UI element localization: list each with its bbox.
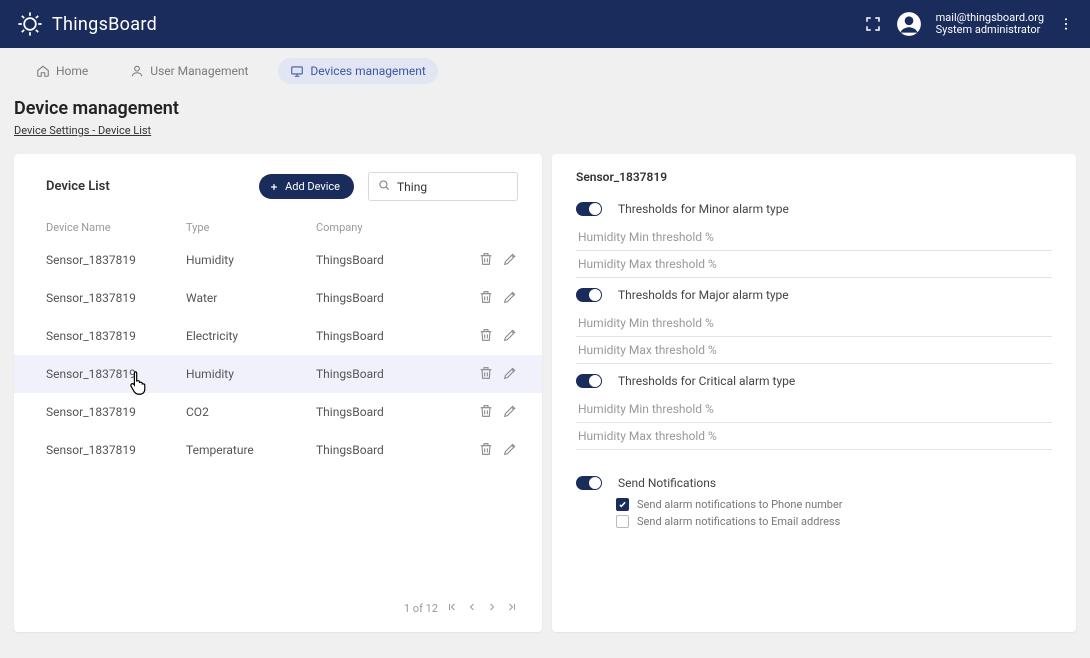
edit-icon[interactable]	[502, 441, 518, 460]
cell-name: Sensor_1837819	[46, 329, 186, 343]
pager-next-icon[interactable]	[486, 601, 498, 616]
notifications-label: Send Notifications	[618, 476, 716, 490]
search-input[interactable]	[397, 180, 509, 194]
delete-icon[interactable]	[478, 327, 494, 346]
min-threshold-input[interactable]	[576, 224, 1052, 251]
device-detail-card: Sensor_1837819 Thresholds for Minor alar…	[552, 154, 1076, 632]
top-bar: ThingsBoard mail@thingsboard.org System …	[0, 0, 1090, 48]
toggle-threshold-1[interactable]	[576, 288, 602, 302]
table-row[interactable]: Sensor_1837819HumidityThingsBoard	[14, 241, 542, 279]
cell-name: Sensor_1837819	[46, 405, 186, 419]
delete-icon[interactable]	[478, 289, 494, 308]
toggle-notifications[interactable]	[576, 476, 602, 490]
min-threshold-input[interactable]	[576, 396, 1052, 423]
search-wrap[interactable]	[368, 172, 518, 201]
tab-devices-management[interactable]: Devices management	[278, 58, 437, 84]
delete-icon[interactable]	[478, 251, 494, 270]
more-icon[interactable]	[1058, 16, 1074, 32]
delete-icon[interactable]	[478, 441, 494, 460]
cell-type: Humidity	[186, 253, 316, 267]
max-threshold-input[interactable]	[576, 423, 1052, 450]
pager-last-icon[interactable]	[506, 601, 518, 616]
search-icon	[377, 177, 391, 196]
pager-first-icon[interactable]	[446, 601, 458, 616]
device-list-title: Device List	[46, 179, 110, 194]
threshold-label: Thresholds for Minor alarm type	[618, 202, 789, 216]
cell-company: ThingsBoard	[316, 291, 466, 305]
edit-icon[interactable]	[502, 251, 518, 270]
edit-icon[interactable]	[502, 327, 518, 346]
tab-home[interactable]: Home	[24, 58, 100, 84]
col-type: Type	[186, 221, 316, 234]
toggle-threshold-0[interactable]	[576, 202, 602, 216]
table-row[interactable]: Sensor_1837819HumidityThingsBoard	[14, 355, 542, 393]
cell-type: Temperature	[186, 443, 316, 457]
add-device-button[interactable]: Add Device	[259, 174, 354, 199]
threshold-label: Thresholds for Major alarm type	[618, 288, 789, 302]
user-block[interactable]: mail@thingsboard.org System administrato…	[936, 12, 1044, 36]
device-list-card: Device List Add Device Device Name Type …	[14, 154, 542, 632]
logo-area: ThingsBoard	[16, 10, 157, 38]
tab-devices-label: Devices management	[310, 64, 425, 78]
max-threshold-input[interactable]	[576, 251, 1052, 278]
tab-bar: Home User Management Devices management	[0, 48, 1090, 84]
cell-company: ThingsBoard	[316, 405, 466, 419]
add-device-label: Add Device	[285, 180, 340, 193]
tab-user-management[interactable]: User Management	[118, 58, 260, 84]
delete-icon[interactable]	[478, 365, 494, 384]
content-area: Device List Add Device Device Name Type …	[0, 144, 1090, 642]
cell-name: Sensor_1837819	[46, 253, 186, 267]
tab-home-label: Home	[56, 64, 88, 78]
checkbox-phone[interactable]	[616, 498, 629, 511]
delete-icon[interactable]	[478, 403, 494, 422]
detail-title: Sensor_1837819	[576, 170, 1052, 184]
edit-icon[interactable]	[502, 403, 518, 422]
breadcrumb[interactable]: Device Settings - Device List	[14, 124, 151, 137]
cell-name: Sensor_1837819	[46, 443, 186, 457]
app-title: ThingsBoard	[52, 14, 157, 35]
checkbox-email-label: Send alarm notifications to Email addres…	[637, 515, 840, 528]
page-title: Device management	[14, 98, 1066, 119]
device-table: Device Name Type Company Sensor_1837819H…	[14, 213, 542, 469]
topbar-right: mail@thingsboard.org System administrato…	[864, 11, 1074, 37]
table-row[interactable]: Sensor_1837819WaterThingsBoard	[14, 279, 542, 317]
checkbox-phone-label: Send alarm notifications to Phone number	[637, 498, 843, 511]
app-logo-icon	[16, 10, 44, 38]
avatar-icon[interactable]	[896, 11, 922, 37]
cell-company: ThingsBoard	[316, 253, 466, 267]
pager: 1 of 12	[14, 591, 542, 622]
cell-company: ThingsBoard	[316, 443, 466, 457]
user-role: System administrator	[936, 24, 1044, 36]
cell-company: ThingsBoard	[316, 367, 466, 381]
min-threshold-input[interactable]	[576, 310, 1052, 337]
max-threshold-input[interactable]	[576, 337, 1052, 364]
table-row[interactable]: Sensor_1837819TemperatureThingsBoard	[14, 431, 542, 469]
checkbox-email[interactable]	[616, 515, 629, 528]
toggle-threshold-2[interactable]	[576, 374, 602, 388]
col-company: Company	[316, 221, 466, 234]
cell-name: Sensor_1837819	[46, 291, 186, 305]
pager-text: 1 of 12	[404, 602, 438, 615]
cell-type: Electricity	[186, 329, 316, 343]
cell-type: Humidity	[186, 367, 316, 381]
table-row[interactable]: Sensor_1837819ElectricityThingsBoard	[14, 317, 542, 355]
table-row[interactable]: Sensor_1837819CO2ThingsBoard	[14, 393, 542, 431]
tab-users-label: User Management	[150, 64, 248, 78]
threshold-label: Thresholds for Critical alarm type	[618, 374, 795, 388]
fullscreen-icon[interactable]	[864, 15, 882, 33]
pager-prev-icon[interactable]	[466, 601, 478, 616]
device-list-head: Device List Add Device	[14, 172, 542, 213]
page-header: Device management Device Settings - Devi…	[0, 84, 1090, 144]
cell-type: Water	[186, 291, 316, 305]
cursor-hand-icon	[128, 370, 150, 396]
cell-type: CO2	[186, 405, 316, 419]
cell-name: Sensor_1837819	[46, 367, 186, 381]
col-name: Device Name	[46, 221, 186, 234]
table-header: Device Name Type Company	[14, 213, 542, 241]
cell-company: ThingsBoard	[316, 329, 466, 343]
edit-icon[interactable]	[502, 365, 518, 384]
edit-icon[interactable]	[502, 289, 518, 308]
